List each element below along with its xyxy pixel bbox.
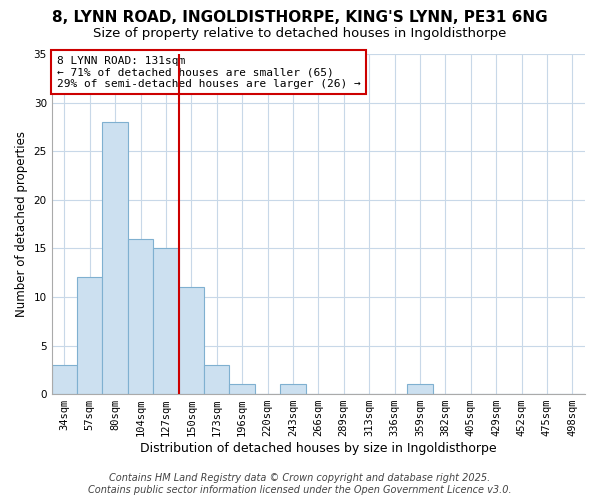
- Text: 8, LYNN ROAD, INGOLDISTHORPE, KING'S LYNN, PE31 6NG: 8, LYNN ROAD, INGOLDISTHORPE, KING'S LYN…: [52, 10, 548, 25]
- Bar: [128, 238, 153, 394]
- Bar: [179, 287, 204, 394]
- Text: Size of property relative to detached houses in Ingoldisthorpe: Size of property relative to detached ho…: [94, 28, 506, 40]
- Bar: [103, 122, 128, 394]
- X-axis label: Distribution of detached houses by size in Ingoldisthorpe: Distribution of detached houses by size …: [140, 442, 497, 455]
- Bar: [52, 365, 77, 394]
- Text: 8 LYNN ROAD: 131sqm
← 71% of detached houses are smaller (65)
29% of semi-detach: 8 LYNN ROAD: 131sqm ← 71% of detached ho…: [57, 56, 361, 89]
- Bar: [77, 278, 103, 394]
- Bar: [280, 384, 305, 394]
- Bar: [229, 384, 255, 394]
- Bar: [407, 384, 433, 394]
- Text: Contains HM Land Registry data © Crown copyright and database right 2025.
Contai: Contains HM Land Registry data © Crown c…: [88, 474, 512, 495]
- Y-axis label: Number of detached properties: Number of detached properties: [15, 131, 28, 317]
- Bar: [153, 248, 179, 394]
- Bar: [204, 365, 229, 394]
